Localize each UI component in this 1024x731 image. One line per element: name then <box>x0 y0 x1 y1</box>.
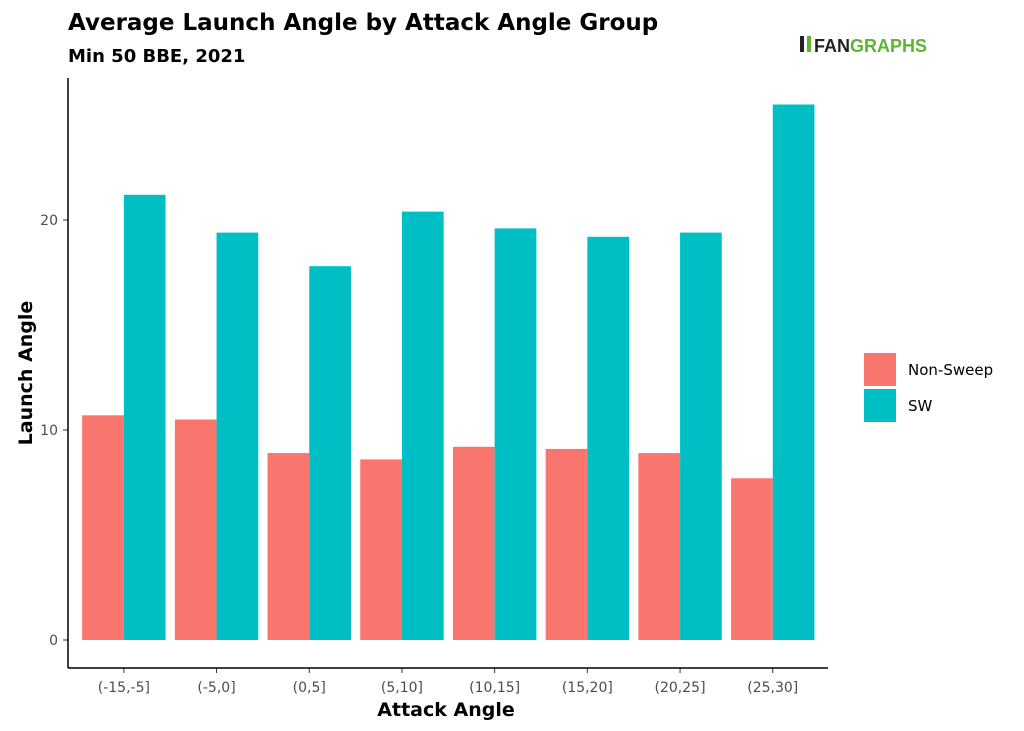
chart-title: Average Launch Angle by Attack Angle Gro… <box>68 10 658 36</box>
fangraphs-logo: FANGRAPHS <box>800 36 927 56</box>
bar-sw-6 <box>680 232 722 640</box>
x-tick-label: (-5,0] <box>197 680 235 696</box>
bar-non-sweep-7 <box>731 478 773 640</box>
bar-non-sweep-1 <box>174 419 217 640</box>
bar-sw-4 <box>494 228 537 640</box>
bar-sw-1 <box>216 232 259 640</box>
bar-sw-2 <box>309 266 351 640</box>
bar-sw-3 <box>401 211 444 640</box>
bar-non-sweep-5 <box>545 448 588 640</box>
legend-swatch-0 <box>864 353 896 386</box>
x-tick-label: (0,5] <box>293 680 326 696</box>
x-tick-label: (20,25] <box>655 680 706 696</box>
bar-non-sweep-3 <box>360 459 402 640</box>
x-tick-label: (25,30] <box>747 680 798 696</box>
chart-subtitle: Min 50 BBE, 2021 <box>68 46 245 67</box>
bar-non-sweep-0 <box>82 415 124 640</box>
bar-non-sweep-6 <box>638 453 681 640</box>
x-tick-label: (-15,-5] <box>98 680 150 696</box>
x-tick-label: (10,15] <box>469 680 520 696</box>
y-tick-label: 20 <box>40 213 58 229</box>
legend-swatch-1 <box>864 389 896 422</box>
bar-non-sweep-4 <box>452 446 495 640</box>
bar-sw-5 <box>587 236 630 641</box>
y-axis-title: Launch Angle <box>15 301 37 446</box>
x-axis-title: Attack Angle <box>377 699 514 721</box>
bar-sw-7 <box>772 104 815 640</box>
x-tick-label: (5,10] <box>381 680 423 696</box>
bar-non-sweep-2 <box>267 453 310 640</box>
y-tick-label: 0 <box>49 633 58 649</box>
legend-label: SW <box>908 397 933 415</box>
bar-sw-0 <box>123 194 166 641</box>
svg-text:FANGRAPHS: FANGRAPHS <box>814 36 927 56</box>
legend: Non-Sweep SW <box>864 353 993 422</box>
legend-label: Non-Sweep <box>908 361 993 379</box>
x-tick-label: (15,20] <box>562 680 613 696</box>
y-tick-label: 10 <box>40 423 58 439</box>
